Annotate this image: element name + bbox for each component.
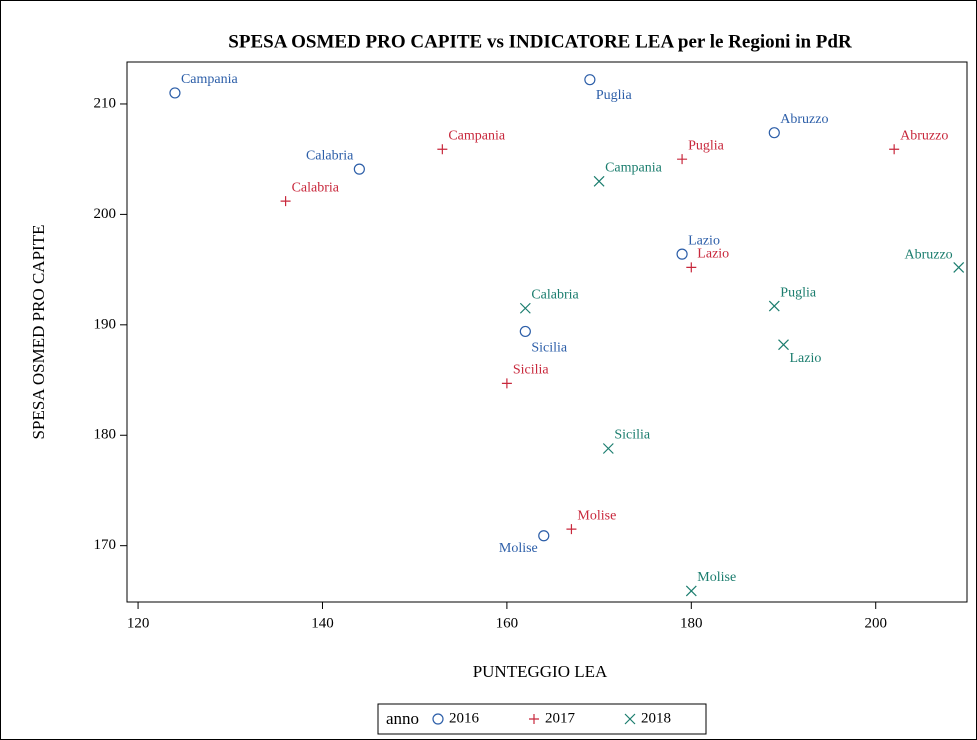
point — [768, 300, 780, 312]
point — [353, 163, 365, 175]
legend-label: 2018 — [641, 710, 671, 726]
y-tick-label: 180 — [94, 427, 117, 443]
legend-label: 2017 — [545, 710, 576, 726]
point-label: Abruzzo — [904, 248, 952, 263]
point — [602, 443, 614, 454]
x-tick-label: 140 — [311, 615, 334, 631]
point — [778, 339, 789, 351]
y-axis-label: SPESA OSMED PRO CAPITE — [29, 225, 48, 440]
point — [280, 196, 291, 207]
point-label: Calabria — [306, 148, 354, 163]
x-axis-label: PUNTEGGIO LEA — [473, 662, 608, 681]
point — [889, 144, 900, 155]
point — [519, 325, 531, 338]
point — [768, 127, 780, 139]
point-label: Molise — [577, 508, 616, 523]
point — [538, 530, 550, 542]
point-label: Molise — [697, 570, 736, 585]
point-label: Sicilia — [614, 428, 651, 443]
point — [677, 154, 688, 165]
plot-frame — [126, 61, 968, 603]
point-label: Lazio — [697, 247, 729, 262]
point — [593, 175, 605, 187]
x-tick-label: 200 — [864, 615, 887, 631]
point-label: Campania — [181, 72, 239, 87]
point-label: Campania — [605, 160, 663, 175]
point-label: Abruzzo — [900, 128, 948, 143]
point — [519, 302, 531, 314]
point — [584, 74, 596, 86]
point-label: Puglia — [780, 285, 817, 300]
x-tick-label: 120 — [127, 615, 150, 631]
point — [676, 248, 688, 260]
legend-title: anno — [386, 709, 419, 728]
legend-label: 2016 — [449, 710, 480, 726]
legend-marker — [432, 713, 444, 725]
point — [953, 261, 965, 273]
point-label: Abruzzo — [780, 112, 828, 127]
point — [169, 87, 181, 99]
legend-box — [377, 703, 707, 735]
point — [437, 144, 448, 155]
point-label: Lazio — [688, 233, 720, 248]
point-label: Puglia — [596, 88, 633, 103]
legend-marker — [529, 714, 539, 724]
point-label: Sicilia — [531, 341, 568, 356]
point-label: Sicilia — [513, 363, 550, 378]
point-label: Lazio — [790, 351, 822, 366]
y-tick-label: 170 — [94, 537, 117, 553]
legend-marker — [624, 713, 636, 725]
point-label: Calabria — [531, 287, 579, 302]
x-tick-label: 180 — [680, 615, 703, 631]
point — [566, 524, 577, 535]
y-tick-label: 200 — [94, 206, 117, 222]
chart-title: SPESA OSMED PRO CAPITE vs INDICATORE LEA… — [228, 31, 852, 52]
point-label: Campania — [448, 128, 506, 143]
point-label: Puglia — [688, 138, 725, 153]
y-tick-label: 210 — [94, 95, 117, 111]
y-tick-label: 190 — [94, 316, 117, 332]
point — [501, 378, 512, 389]
point-label: Molise — [499, 541, 538, 556]
point-label: Calabria — [292, 180, 340, 195]
point — [686, 262, 697, 273]
point — [685, 585, 697, 597]
x-tick-label: 160 — [496, 615, 519, 631]
